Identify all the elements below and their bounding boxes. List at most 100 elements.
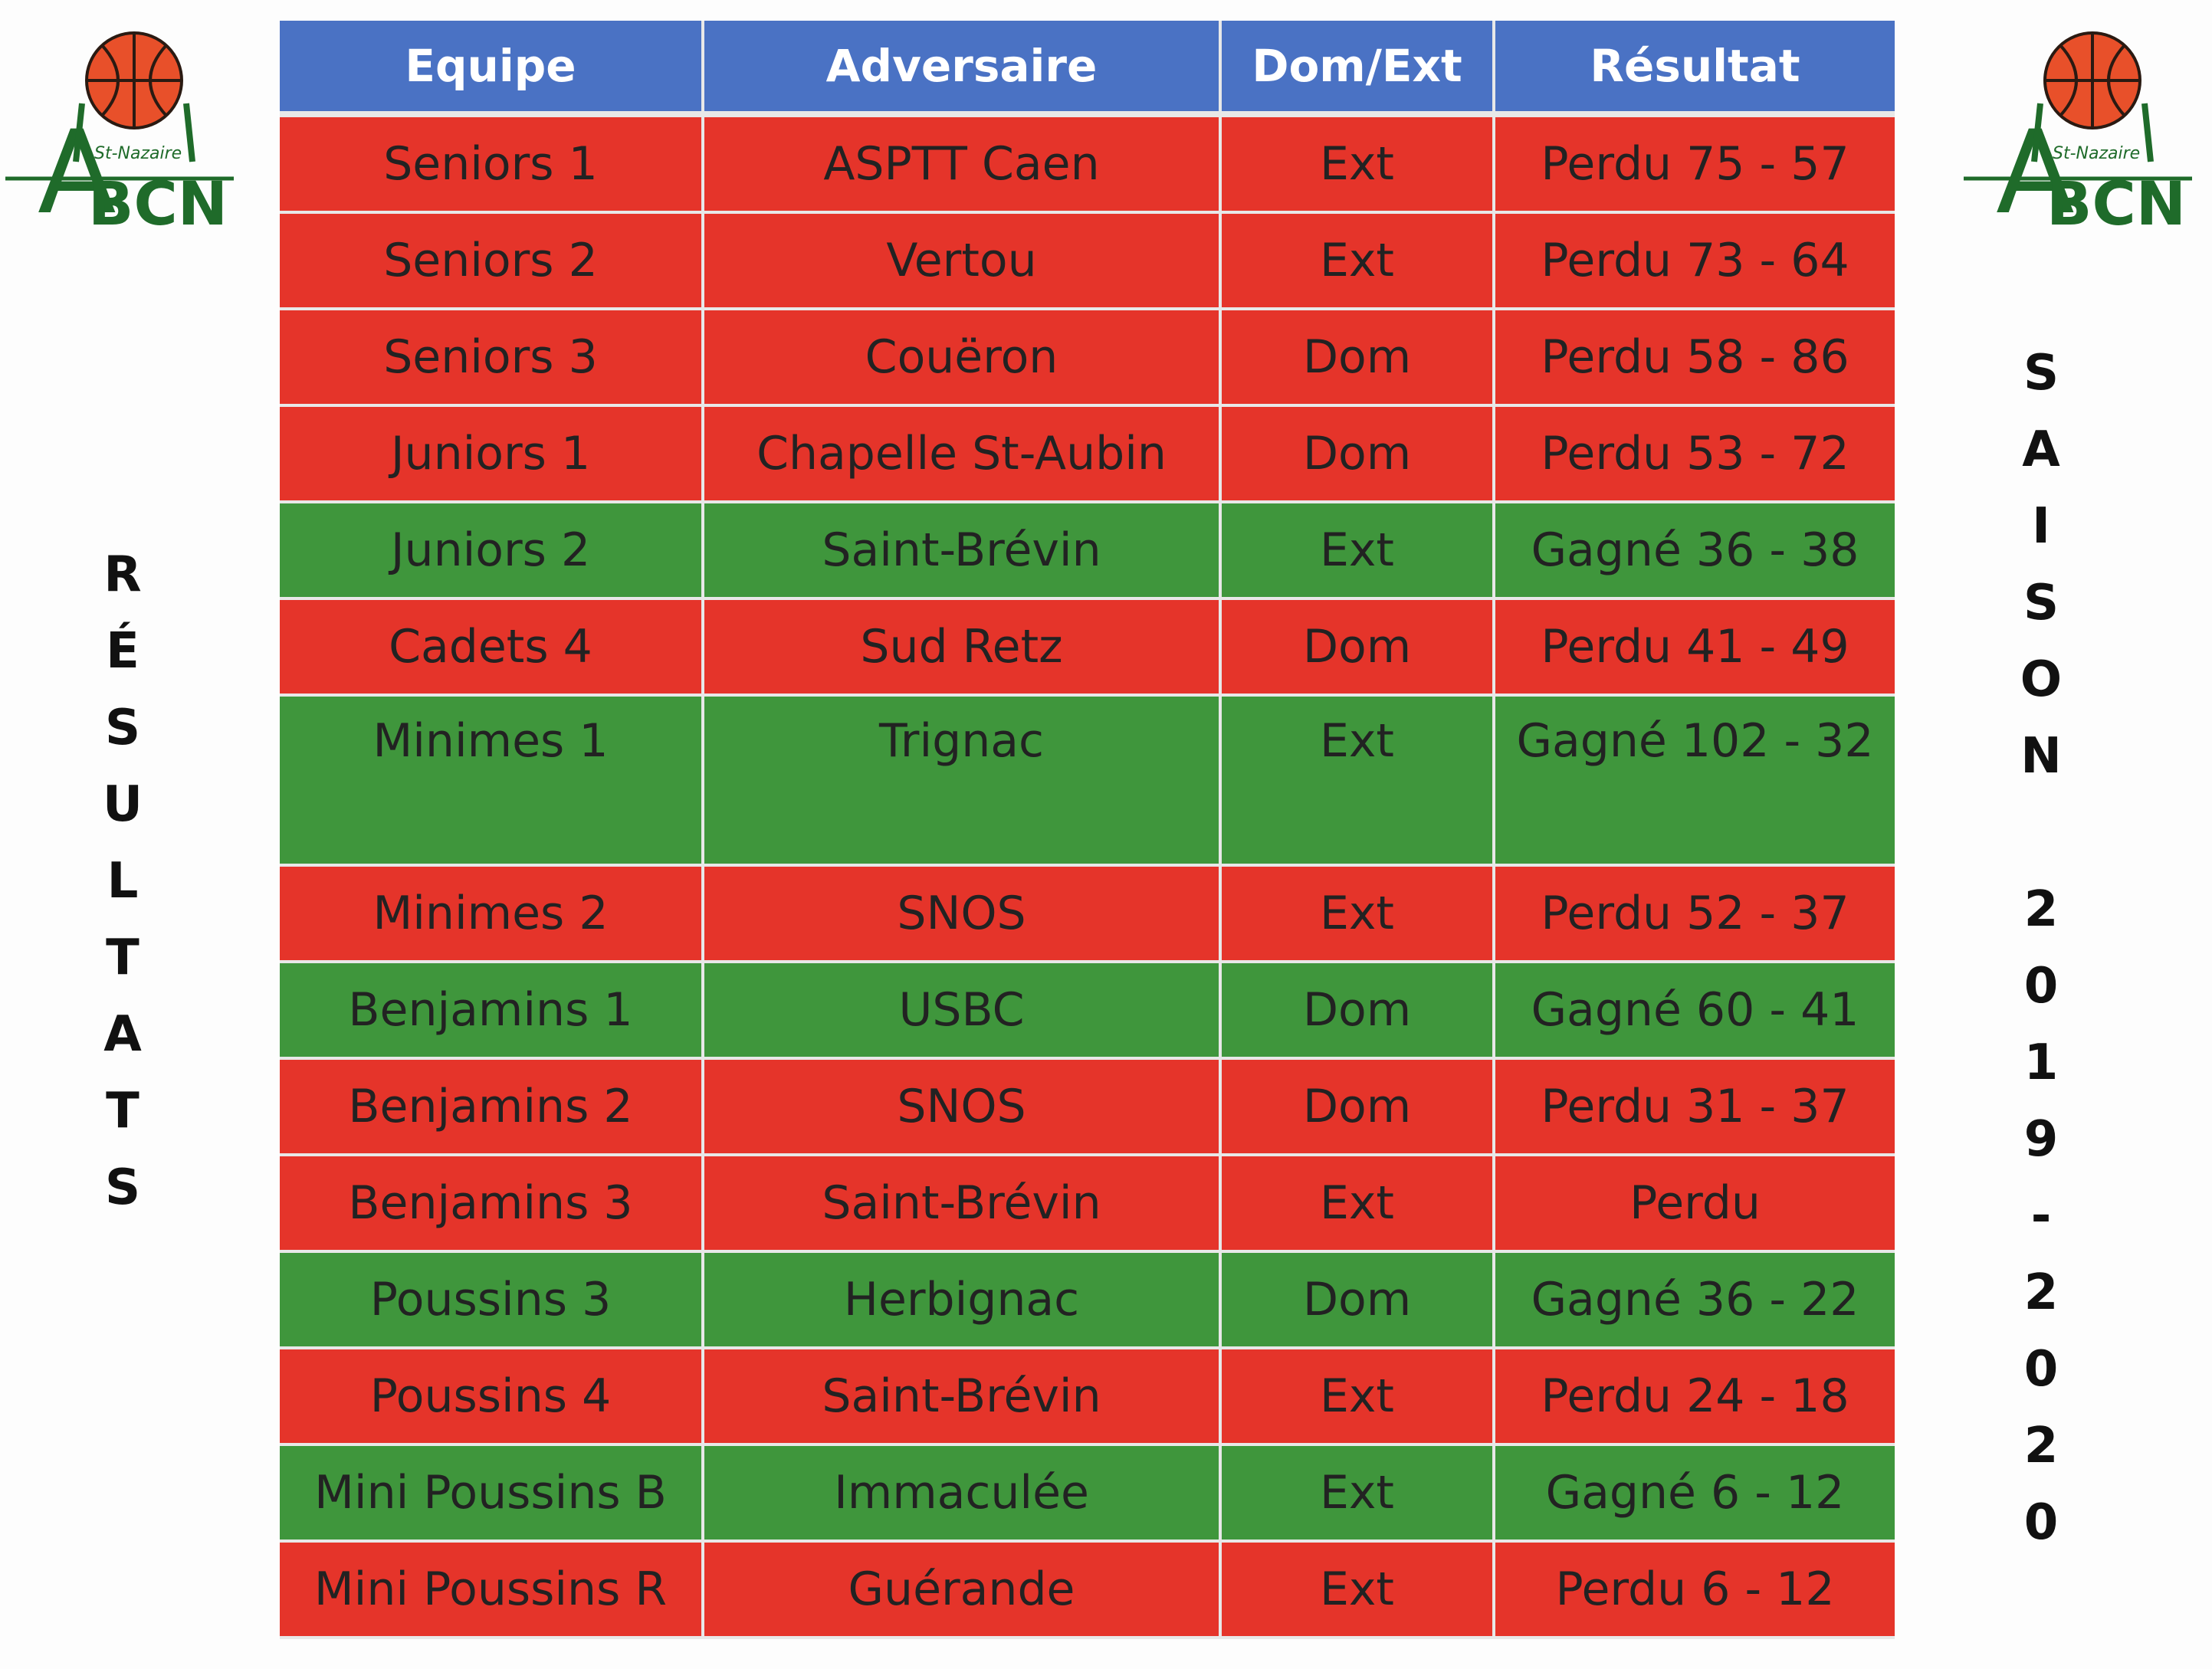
opponent-cell: Saint-Brévin (703, 1155, 1222, 1253)
table-row: Minimes 2 SNOS Ext Perdu 52 - 37 (280, 865, 1895, 963)
season-word-letter: S (2023, 575, 2059, 631)
team-cell: Mini Poussins R (280, 1541, 704, 1639)
header-resultat: Résultat (1494, 21, 1895, 117)
result-cell: Perdu 41 - 49 (1494, 598, 1895, 697)
team-cell: Benjamins 3 (280, 1155, 704, 1253)
opponent-cell: Couëron (703, 309, 1222, 407)
season-word-letter: O (2020, 651, 2063, 708)
season-word-letter: A (2022, 421, 2060, 478)
team-cell: Minimes 2 (280, 865, 704, 963)
opponent-cell: SNOS (703, 1058, 1222, 1156)
result-cell: Perdu 52 - 37 (1494, 865, 1895, 963)
team-cell: Seniors 1 (280, 114, 704, 214)
venue-cell: Ext (1220, 1348, 1495, 1446)
result-cell: Perdu (1494, 1155, 1895, 1253)
season-year-letter: 2 (2023, 1418, 2059, 1474)
team-cell: Seniors 2 (280, 212, 704, 310)
opponent-cell: SNOS (703, 865, 1222, 963)
team-cell: Mini Poussins B (280, 1444, 704, 1543)
venue-cell: Ext (1220, 1541, 1495, 1639)
result-cell: Perdu 31 - 37 (1494, 1058, 1895, 1156)
venue-cell: Dom (1220, 309, 1495, 407)
opponent-cell: Sud Retz (703, 598, 1222, 697)
logo-city-text: St-Nazaire (2053, 144, 2140, 163)
results-body: Seniors 1 ASPTT Caen Ext Perdu 75 - 57 Senio… (280, 114, 1895, 1639)
venue-cell: Ext (1220, 212, 1495, 310)
season-year-letter: 2 (2023, 1264, 2059, 1321)
results-title-letter: S (104, 1159, 141, 1216)
logo-bcn-text: BCN (88, 170, 228, 239)
team-cell: Poussins 4 (280, 1348, 704, 1446)
team-cell: Cadets 4 (280, 598, 704, 697)
results-title-letter: L (107, 853, 139, 910)
table-row: Minimes 1 Trignac Ext Gagné 102 - 32 (280, 695, 1895, 867)
team-cell: Benjamins 2 (280, 1058, 704, 1156)
opponent-cell: Saint-Brévin (703, 502, 1222, 600)
venue-cell: Ext (1220, 114, 1495, 214)
team-cell: Benjamins 1 (280, 962, 704, 1060)
venue-cell: Ext (1220, 1155, 1495, 1253)
results-title-letter: A (103, 1006, 142, 1063)
results-title-letter: U (103, 776, 143, 833)
table-row: Juniors 2 Saint-Brévin Ext Gagné 36 - 38 (280, 502, 1895, 600)
season-year-letter: 0 (2023, 1494, 2059, 1551)
season-year-letter: 9 (2023, 1111, 2059, 1168)
table-row: Mini Poussins B Immaculée Ext Gagné 6 - 12 (280, 1444, 1895, 1543)
team-cell: Juniors 2 (280, 502, 704, 600)
result-cell: Gagné 36 - 38 (1494, 502, 1895, 600)
basketball-logo-icon: A St-Nazaire BCN (1964, 31, 2192, 240)
season-year-letter: 0 (2023, 958, 2059, 1015)
results-table: Equipe Adversaire Dom/Ext Résultat Senio… (280, 21, 1895, 1639)
logo-city-text: St-Nazaire (94, 144, 182, 163)
venue-cell: Ext (1220, 1444, 1495, 1543)
opponent-cell: Immaculée (703, 1444, 1222, 1543)
table-row: Juniors 1 Chapelle St-Aubin Dom Perdu 53 - … (280, 405, 1895, 503)
table-row: Poussins 4 Saint-Brévin Ext Perdu 24 - 18 (280, 1348, 1895, 1446)
season-word-letter: S (2023, 345, 2059, 402)
opponent-cell: Trignac (703, 695, 1222, 867)
result-cell: Perdu 58 - 86 (1494, 309, 1895, 407)
season-year-letter: 1 (2023, 1035, 2059, 1091)
basketball-logo-icon: A St-Nazaire BCN (5, 31, 234, 240)
header-adversaire: Adversaire (703, 21, 1222, 117)
opponent-cell: ASPTT Caen (703, 114, 1222, 214)
logo-bcn-text: BCN (2046, 170, 2186, 239)
team-cell: Minimes 1 (280, 695, 704, 867)
result-cell: Gagné 36 - 22 (1494, 1251, 1895, 1349)
team-cell: Seniors 3 (280, 309, 704, 407)
season-word-letter: I (2032, 498, 2050, 555)
venue-cell: Dom (1220, 598, 1495, 697)
table-row: Seniors 2 Vertou Ext Perdu 73 - 64 (280, 212, 1895, 310)
opponent-cell: Saint-Brévin (703, 1348, 1222, 1446)
table-row: Cadets 4 Sud Retz Dom Perdu 41 - 49 (280, 598, 1895, 697)
table-row: Benjamins 2 SNOS Dom Perdu 31 - 37 (280, 1058, 1895, 1156)
table-row: Mini Poussins R Guérande Ext Perdu 6 - 12 (280, 1541, 1895, 1639)
result-cell: Perdu 6 - 12 (1494, 1541, 1895, 1639)
team-cell: Juniors 1 (280, 405, 704, 503)
results-title-letter: É (106, 623, 139, 680)
season-year-letter: 2 (2023, 881, 2059, 938)
season-years: 2 0 1 9 - 2 0 2 0 (2024, 871, 2059, 1561)
results-title-letter: T (106, 930, 139, 986)
opponent-cell: USBC (703, 962, 1222, 1060)
results-title-letter: R (103, 546, 142, 603)
opponent-cell: Vertou (703, 212, 1222, 310)
season-year-letter: - (2030, 1188, 2052, 1244)
table-row: Seniors 3 Couëron Dom Perdu 58 - 86 (280, 309, 1895, 407)
opponent-cell: Chapelle St-Aubin (703, 405, 1222, 503)
result-cell: Gagné 6 - 12 (1494, 1444, 1895, 1543)
opponent-cell: Guérande (703, 1541, 1222, 1639)
venue-cell: Dom (1220, 405, 1495, 503)
venue-cell: Ext (1220, 865, 1495, 963)
result-cell: Perdu 53 - 72 (1494, 405, 1895, 503)
season-year-letter: 0 (2023, 1341, 2059, 1398)
result-cell: Perdu 73 - 64 (1494, 212, 1895, 310)
venue-cell: Dom (1220, 962, 1495, 1060)
table-row: Poussins 3 Herbignac Dom Gagné 36 - 22 (280, 1251, 1895, 1349)
results-title-letter: S (104, 700, 141, 756)
table-header-row: Equipe Adversaire Dom/Ext Résultat (280, 21, 1895, 117)
result-cell: Gagné 102 - 32 (1494, 695, 1895, 867)
opponent-cell: Herbignac (703, 1251, 1222, 1349)
